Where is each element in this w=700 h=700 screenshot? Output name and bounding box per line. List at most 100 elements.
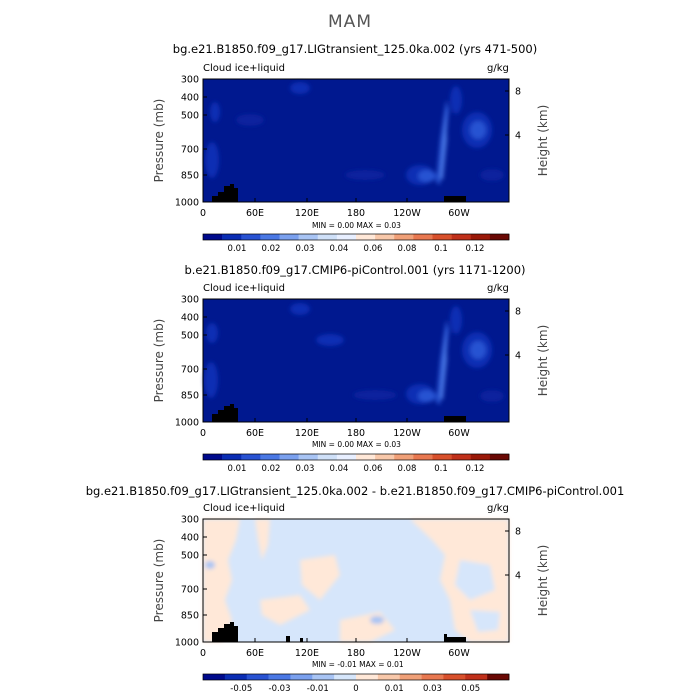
colorbar-swatch [312,674,335,680]
panel-2-unit-label: g/kg [487,283,509,294]
colorbar-label: 0.06 [364,244,383,254]
panel-2-axes: 0 60E 120E 180 120W 60W 300 400 500 700 850 1000 8 4 P… [152,295,550,440]
colorbar-swatch [241,234,261,240]
colorbar-swatch [443,674,466,680]
panel-3-stats: MIN = -0.01 MAX = 0.01 [312,660,404,669]
y2-tick-label: 8 [515,307,521,318]
y-tick-label: 850 [181,391,199,402]
colorbar-label: 0.12 [466,464,485,474]
y-tick-label: 500 [181,551,199,562]
figure-title: MAM [328,12,372,32]
x-tick-label: 180 [347,428,365,439]
x-tick-label: 60W [448,428,470,439]
colorbar-swatch [489,234,510,240]
colorbar-swatch [470,454,491,460]
colorbar-label: 0.04 [330,244,349,254]
colorbar-swatch [279,234,299,240]
panel-1-axes: 0 60E 120E 180 120W 60W 300 400 500 700 850 1000 8 4 P… [152,75,550,220]
panel-1-title: bg.e21.B1850.f09_g17.LIGtransient_125.0k… [172,42,538,56]
colorbar-label: 0.04 [330,464,349,474]
colorbar-swatch [336,234,357,240]
colorbar-swatch [375,454,395,460]
colorbar-label: 0.02 [262,464,281,474]
panel-1-colorbar: 0.01 0.02 0.03 0.04 0.06 0.08 0.1 0.12 [202,233,510,254]
colorbar-swatch [317,454,338,460]
y-tick-label: 1000 [175,418,199,429]
colorbar-label: -0.01 [307,684,329,694]
y-tick-label: 400 [181,533,199,544]
panel-3-colorbar: -0.05 -0.03 -0.01 0 0.01 0.03 0.05 [202,673,510,694]
panel-3-topography-andes [444,634,466,642]
x-tick-label: 180 [347,648,365,659]
colorbar-swatch [489,454,510,460]
panel-3-unit-label: g/kg [487,503,509,514]
y-axis-label: Pressure (mb) [152,99,166,183]
y-tick-label: 400 [181,313,199,324]
y2-axis-label: Height (km) [536,545,550,616]
x-tick-label: 0 [200,428,206,439]
y-tick-label: 700 [181,365,199,376]
colorbar-swatch [298,234,319,240]
y2-axis-label: Height (km) [536,105,550,176]
colorbar-label: 0.03 [296,464,315,474]
colorbar-label: -0.03 [269,684,291,694]
colorbar-label: 0.03 [296,244,315,254]
panel-1-stats: MIN = 0.00 MAX = 0.03 [312,221,401,230]
colorbar-label: 0.12 [466,244,485,254]
y-tick-label: 1000 [175,638,199,649]
colorbar-swatch [260,454,280,460]
y-tick-label: 500 [181,331,199,342]
panel-3-topography-africa [212,622,238,642]
colorbar-label: 0.08 [398,244,417,254]
colorbar-swatch [203,454,223,460]
colorbar-swatch [356,234,376,240]
panel-1-unit-label: g/kg [487,63,509,74]
panel-2-plot [202,298,510,423]
panel-3-variable-label: Cloud ice+liquid [203,503,285,514]
colorbar-label: 0.03 [423,684,442,694]
panel-2-stats: MIN = 0.00 MAX = 0.03 [312,440,401,449]
colorbar-swatch [224,674,248,680]
panel-1-variable-label: Cloud ice+liquid [203,63,285,74]
colorbar-swatch [421,674,444,680]
panel-2-topography-andes [444,416,466,422]
colorbar-swatch [222,234,242,240]
colorbar-label: -0.05 [230,684,252,694]
colorbar-label: 0.02 [262,244,281,254]
colorbar-label: 0.05 [461,684,480,694]
colorbar-swatch [451,454,472,460]
panel-1-plot [202,78,510,203]
panel-2-topography-africa [212,404,238,422]
colorbar-swatch [377,674,401,680]
y2-axis-label: Height (km) [536,325,550,396]
colorbar-label: 0.01 [228,244,247,254]
y-tick-label: 850 [181,611,199,622]
colorbar-label: 0.1 [434,464,448,474]
colorbar-swatch [222,454,242,460]
colorbar-swatch [290,674,313,680]
y-tick-label: 700 [181,145,199,156]
colorbar-swatch [413,454,433,460]
colorbar-swatch [298,454,319,460]
x-tick-label: 60E [246,428,264,439]
colorbar-label: 0.08 [398,464,417,474]
x-tick-label: 0 [200,648,206,659]
y-tick-label: 300 [181,75,199,86]
panel-1-background [203,79,509,202]
x-tick-label: 120W [393,208,421,219]
colorbar-swatch [399,674,422,680]
colorbar-swatch [268,674,291,680]
x-tick-label: 60W [448,648,470,659]
colorbar-swatch [413,234,433,240]
colorbar-swatch [432,454,452,460]
panel-2-variable-label: Cloud ice+liquid [203,283,285,294]
panel-3-plot [202,518,510,643]
colorbar-swatch [336,454,357,460]
colorbar-swatch [487,674,510,680]
y-axis-label: Pressure (mb) [152,539,166,623]
x-tick-label: 180 [347,208,365,219]
y2-tick-label: 4 [515,351,521,362]
panel-2-background [203,299,509,422]
x-tick-label: 120E [295,428,319,439]
